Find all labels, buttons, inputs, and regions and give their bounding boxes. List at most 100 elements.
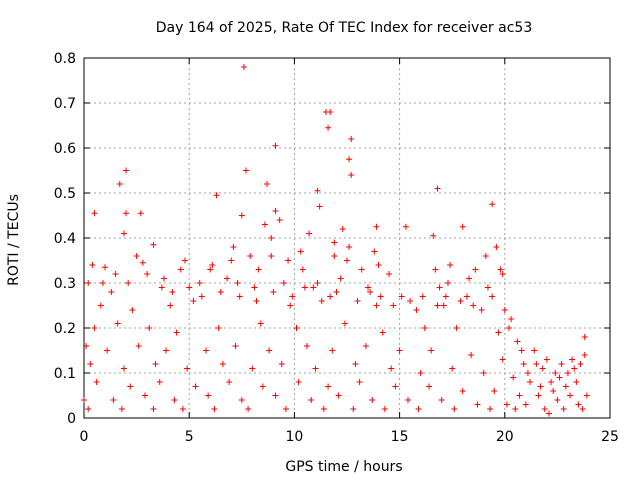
data-point	[497, 266, 504, 273]
y-axis-label: ROTI / TECUs	[6, 194, 22, 286]
data-point	[272, 392, 279, 399]
data-point	[396, 347, 403, 354]
data-point	[280, 280, 287, 286]
data-point	[123, 167, 130, 174]
data-point	[388, 365, 395, 372]
data-point	[514, 338, 521, 345]
data-point	[335, 392, 342, 399]
data-point	[261, 221, 268, 228]
data-point	[421, 325, 428, 331]
data-point	[270, 289, 277, 295]
data-point	[386, 271, 393, 277]
data-point	[278, 361, 285, 367]
data-point	[179, 406, 186, 412]
data-point	[226, 379, 233, 385]
data-point	[499, 271, 506, 277]
data-point	[293, 325, 300, 331]
data-point	[123, 210, 130, 217]
data-point	[453, 325, 460, 331]
data-point	[413, 307, 420, 313]
data-point	[531, 347, 538, 354]
data-point	[344, 257, 350, 264]
data-point	[438, 397, 445, 403]
data-point	[137, 210, 144, 217]
data-point	[428, 347, 435, 354]
data-point	[573, 379, 580, 385]
data-point	[419, 293, 426, 300]
data-point	[299, 266, 306, 273]
data-point	[466, 275, 473, 282]
data-point	[316, 203, 323, 210]
data-point	[352, 361, 359, 367]
data-point	[367, 289, 374, 295]
data-point	[518, 347, 525, 354]
data-point	[434, 185, 441, 192]
data-point	[232, 343, 239, 349]
data-point	[356, 379, 363, 385]
data-point	[407, 298, 414, 304]
data-point	[358, 266, 365, 273]
data-point	[146, 325, 153, 331]
data-point	[522, 401, 529, 408]
data-point	[285, 257, 292, 264]
data-point	[337, 275, 344, 282]
data-point	[548, 379, 555, 385]
data-point	[440, 302, 447, 309]
data-point	[348, 136, 355, 142]
data-point	[482, 253, 489, 259]
data-point	[116, 181, 123, 187]
data-point	[114, 320, 121, 327]
data-point	[120, 230, 127, 237]
data-point	[457, 298, 464, 304]
data-point	[163, 347, 170, 354]
data-point	[327, 109, 334, 115]
data-point	[470, 302, 477, 309]
data-point	[306, 230, 313, 237]
data-point	[510, 374, 517, 381]
data-point	[97, 302, 104, 309]
x-tick-label: 0	[80, 429, 89, 445]
y-tick-label: 0.2	[54, 321, 76, 337]
data-point	[238, 397, 245, 403]
data-point	[236, 293, 243, 300]
data-point	[144, 271, 151, 277]
data-point	[318, 298, 325, 304]
data-point	[543, 356, 550, 363]
data-point	[112, 271, 119, 277]
data-point	[346, 244, 353, 250]
data-point	[354, 298, 361, 304]
y-tick-label: 0.6	[54, 141, 76, 157]
data-point	[276, 217, 283, 223]
data-point	[238, 212, 245, 219]
data-point	[150, 241, 157, 248]
data-points	[81, 64, 590, 417]
y-tick-label: 0.3	[54, 276, 76, 292]
data-point	[156, 379, 163, 385]
x-tick-label: 5	[185, 429, 194, 445]
data-point	[569, 356, 576, 363]
data-point	[581, 352, 588, 358]
data-point	[567, 392, 574, 399]
data-point	[224, 275, 231, 282]
data-point	[240, 64, 247, 70]
data-point	[405, 397, 412, 403]
data-point	[91, 325, 98, 331]
data-point	[379, 329, 386, 336]
data-point	[99, 280, 106, 286]
data-point	[451, 406, 458, 412]
data-point	[392, 383, 399, 390]
data-point	[167, 302, 174, 309]
data-point	[527, 379, 534, 385]
data-point	[493, 244, 500, 250]
data-point	[533, 361, 540, 367]
data-point	[348, 172, 355, 178]
x-axis-label: GPS time / hours	[285, 459, 402, 475]
data-point	[110, 397, 117, 403]
data-point	[268, 253, 275, 259]
data-point	[520, 361, 527, 367]
data-point	[512, 406, 519, 412]
data-point	[207, 266, 214, 273]
data-point	[327, 293, 334, 300]
data-point	[219, 361, 226, 367]
